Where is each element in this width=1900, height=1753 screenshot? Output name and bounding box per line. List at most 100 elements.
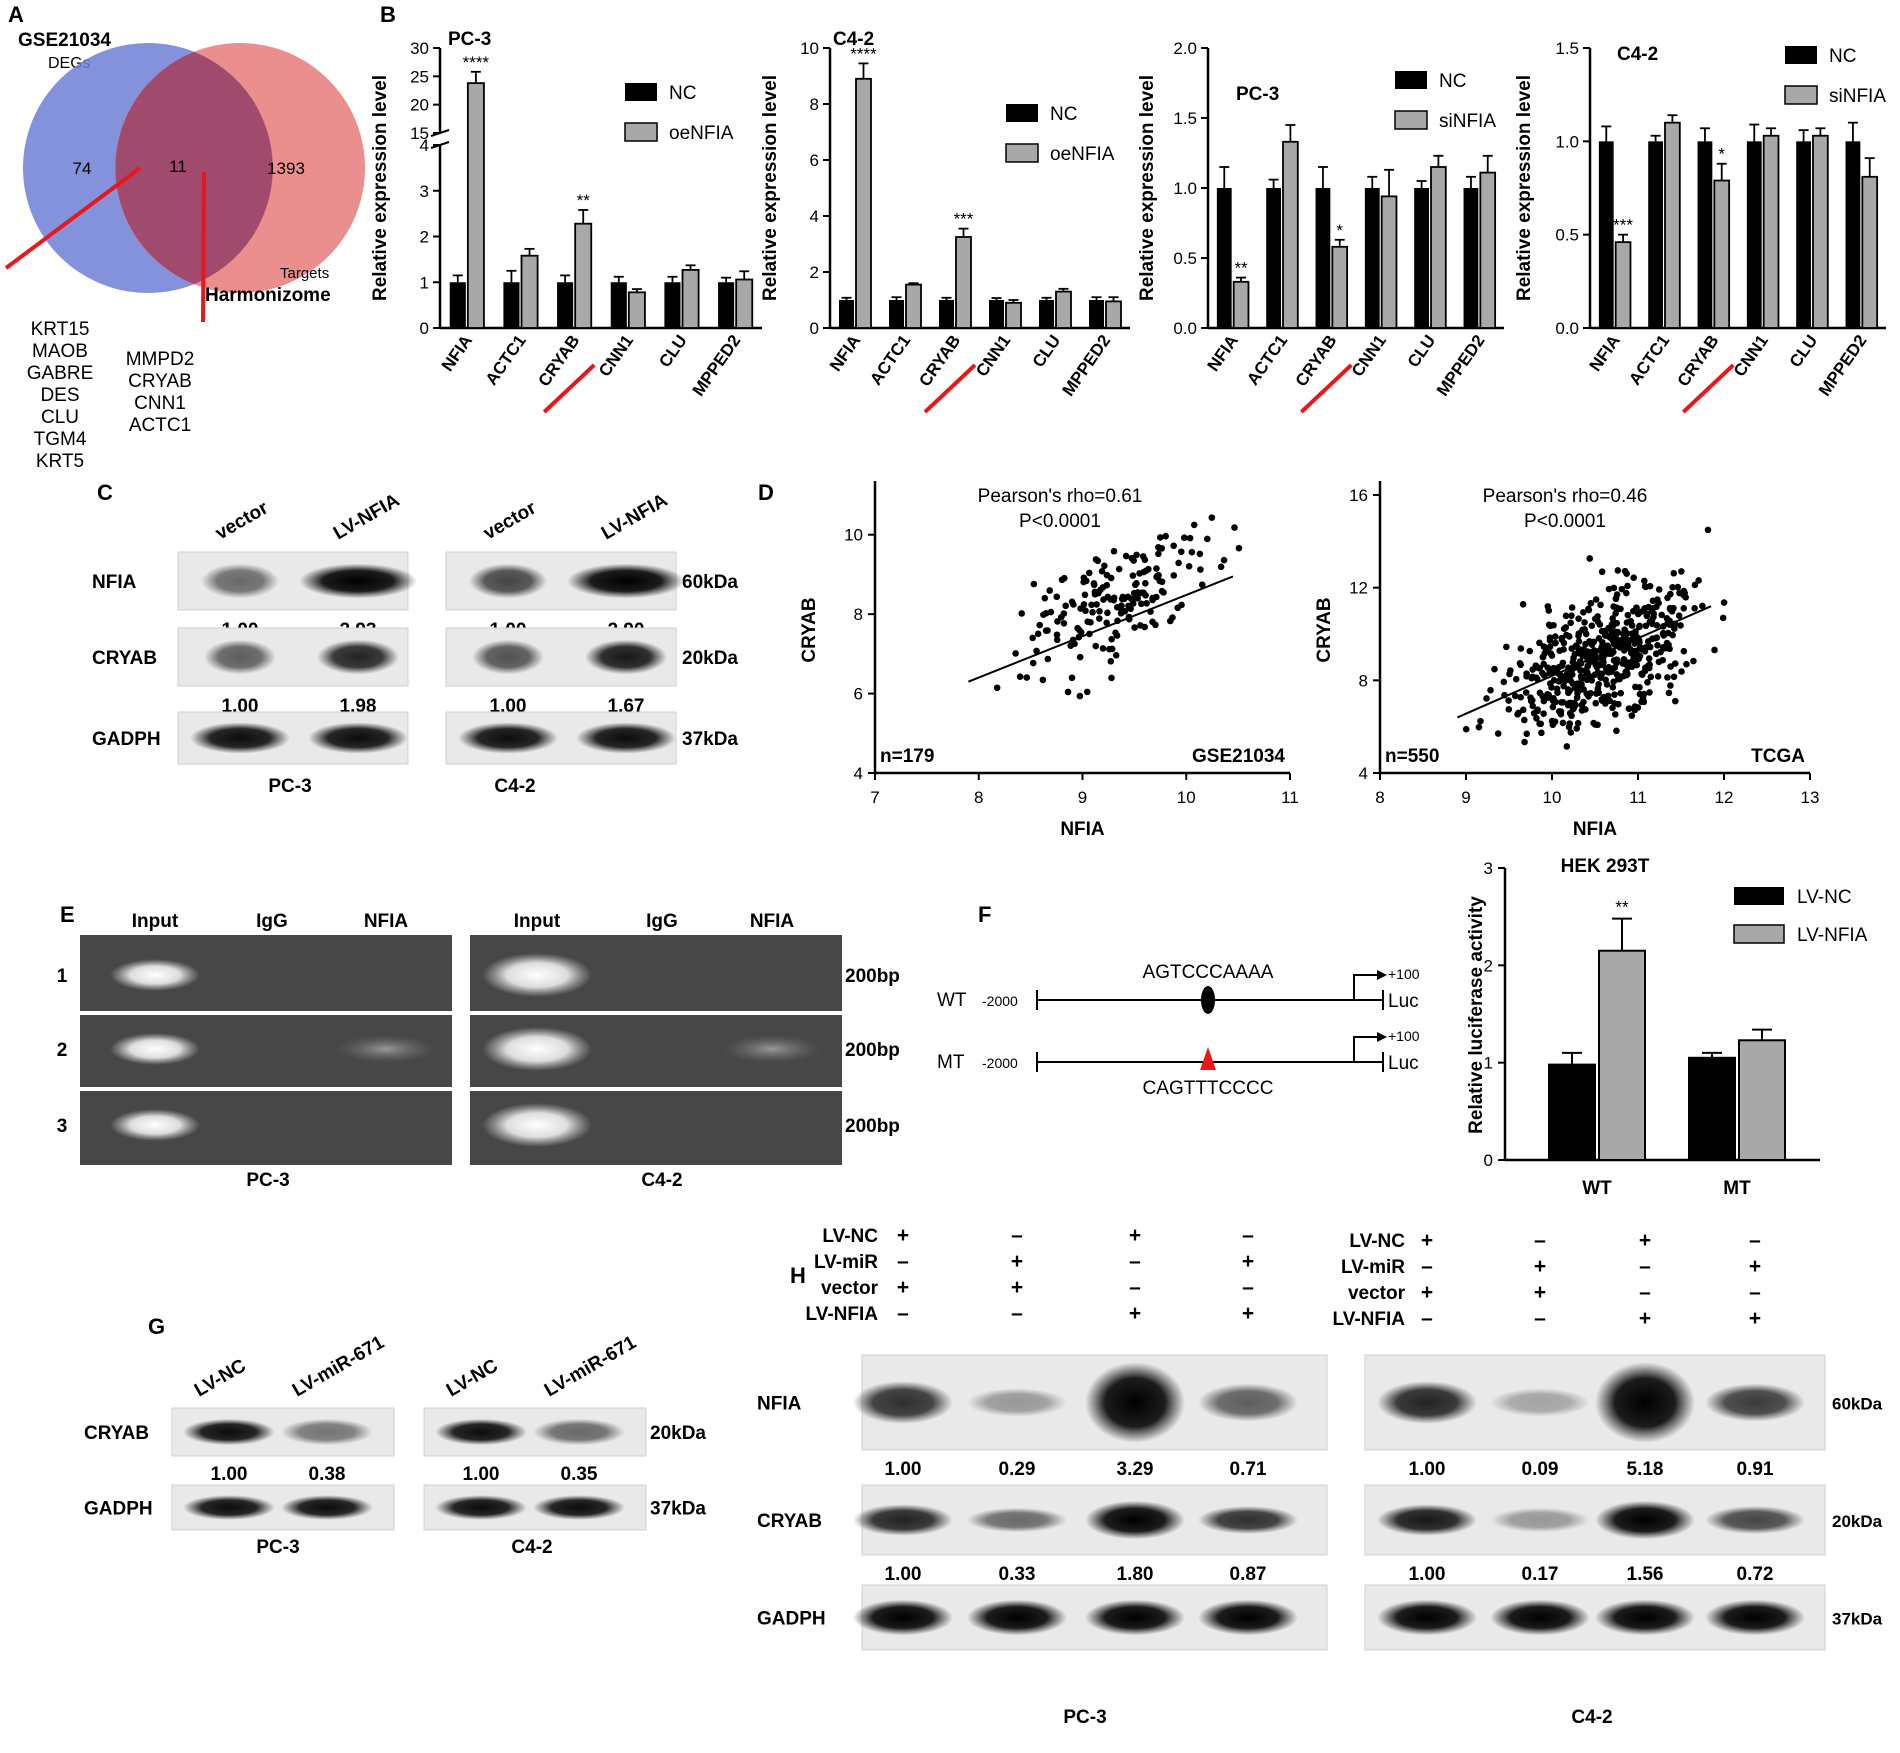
chip-gel: Input IgG NFIA Input IgG NFIA 1 2 3 200bp 200bp 200… <box>57 911 900 1191</box>
data-point <box>1546 634 1554 641</box>
panel-label-f: F <box>978 902 991 927</box>
significance-marker: ** <box>1234 259 1248 278</box>
data-point <box>1665 689 1673 697</box>
data-point <box>1177 548 1185 556</box>
data-point <box>1174 604 1182 612</box>
blot-row-label: NFIA <box>92 572 137 593</box>
y-tick-label: 8 <box>1359 671 1368 690</box>
condition-sign: + <box>1421 1281 1433 1304</box>
condition-label: LV-NC <box>1349 1231 1405 1252</box>
band-value: 1.00 <box>211 1464 248 1485</box>
data-point <box>1546 643 1554 651</box>
band-value: 0.33 <box>999 1564 1036 1585</box>
data-point <box>1644 679 1651 686</box>
band-value: 3.29 <box>1117 1459 1154 1480</box>
data-point <box>1057 613 1065 621</box>
data-point <box>1103 581 1111 589</box>
data-point <box>1636 622 1643 630</box>
data-point <box>1196 550 1204 558</box>
condition-sign: + <box>1534 1281 1546 1304</box>
condition-sign: – <box>1421 1307 1433 1330</box>
protein-band <box>458 722 558 754</box>
data-point <box>1104 609 1111 617</box>
y-tick-label: 0 <box>420 319 429 338</box>
y-axis-label: CRYAB <box>799 597 820 662</box>
y-axis-label: CRYAB <box>1314 597 1335 662</box>
protein-band <box>1595 1599 1695 1636</box>
data-point <box>1085 569 1093 577</box>
condition-sign: – <box>1129 1250 1141 1273</box>
protein-band <box>1085 1599 1185 1636</box>
data-point <box>1141 623 1148 631</box>
data-point <box>1108 645 1116 653</box>
condition-sign: – <box>897 1250 909 1273</box>
condition-sign: – <box>1534 1307 1546 1330</box>
data-point <box>1628 622 1636 629</box>
data-point <box>1655 658 1663 666</box>
significance-marker: ** <box>577 191 591 210</box>
band-value: 1.00 <box>1409 1459 1446 1480</box>
bar-nc <box>1315 188 1331 328</box>
data-point <box>1077 629 1085 636</box>
data-point <box>1110 547 1118 555</box>
data-point <box>1156 534 1164 541</box>
legend-swatch-nc <box>1395 71 1427 89</box>
data-point <box>1580 698 1587 706</box>
venn-right-count: 1393 <box>267 159 305 178</box>
panel-label-b: B <box>380 2 396 27</box>
data-point <box>1611 711 1619 718</box>
y-tick-label: 0 <box>810 319 819 338</box>
bar-nc <box>1364 188 1380 328</box>
x-tick-label: CNN1 <box>595 331 637 380</box>
data-point <box>1180 534 1188 542</box>
panel-label-e: E <box>60 902 75 927</box>
data-point <box>1671 697 1679 705</box>
data-point <box>1584 663 1591 670</box>
bar-treated <box>574 222 593 329</box>
condition-sign: – <box>1749 1229 1761 1252</box>
y-tick-label: 0 <box>1484 1151 1493 1170</box>
data-point <box>1609 704 1616 712</box>
data-point <box>1110 596 1117 604</box>
data-point <box>1033 647 1040 655</box>
y-tick-label: 0.5 <box>1555 226 1579 245</box>
mt-end: +100 <box>1388 1028 1420 1044</box>
regression-line <box>1456 605 1712 719</box>
data-point <box>1107 574 1115 582</box>
bar-treated <box>1479 171 1497 329</box>
data-point <box>1577 666 1584 674</box>
data-point <box>1645 662 1652 669</box>
chart-title: C4-2 <box>833 29 874 50</box>
y-tick-label: 2 <box>810 263 819 282</box>
p-value: P<0.0001 <box>1524 511 1606 532</box>
y-tick-label: 20 <box>410 96 429 115</box>
data-point <box>1125 602 1132 610</box>
legend-swatch-treated <box>1005 143 1039 163</box>
data-point <box>1516 660 1524 667</box>
data-point <box>1523 730 1531 738</box>
condition-sign: – <box>1242 1224 1254 1247</box>
bar-nc <box>889 300 904 328</box>
condition-sign: – <box>897 1302 909 1325</box>
data-point <box>1046 587 1054 594</box>
data-point <box>1107 657 1115 665</box>
condition-sign: + <box>1749 1255 1761 1278</box>
data-point <box>1186 534 1194 542</box>
correlation-stat: Pearson's rho=0.46 <box>1483 486 1648 507</box>
mt-label: MT <box>937 1052 965 1073</box>
protein-band <box>299 563 417 599</box>
legend-label-nc: NC <box>1439 71 1466 92</box>
data-point <box>1640 690 1648 698</box>
data-point <box>1541 672 1548 679</box>
bar-treated <box>1614 241 1632 329</box>
x-tick-label: 9 <box>1078 788 1087 807</box>
y-tick-label: 15 <box>410 124 429 143</box>
condition-sign: – <box>1534 1229 1546 1252</box>
data-point <box>1503 643 1510 651</box>
venn-right-gene: MMPD2 <box>126 349 195 370</box>
data-point <box>1559 659 1567 667</box>
x-tick-label: 7 <box>870 788 879 807</box>
x-tick-label: ACTC1 <box>1625 331 1673 388</box>
bar-lv-nc <box>1688 1056 1736 1162</box>
protein-band <box>308 722 408 754</box>
